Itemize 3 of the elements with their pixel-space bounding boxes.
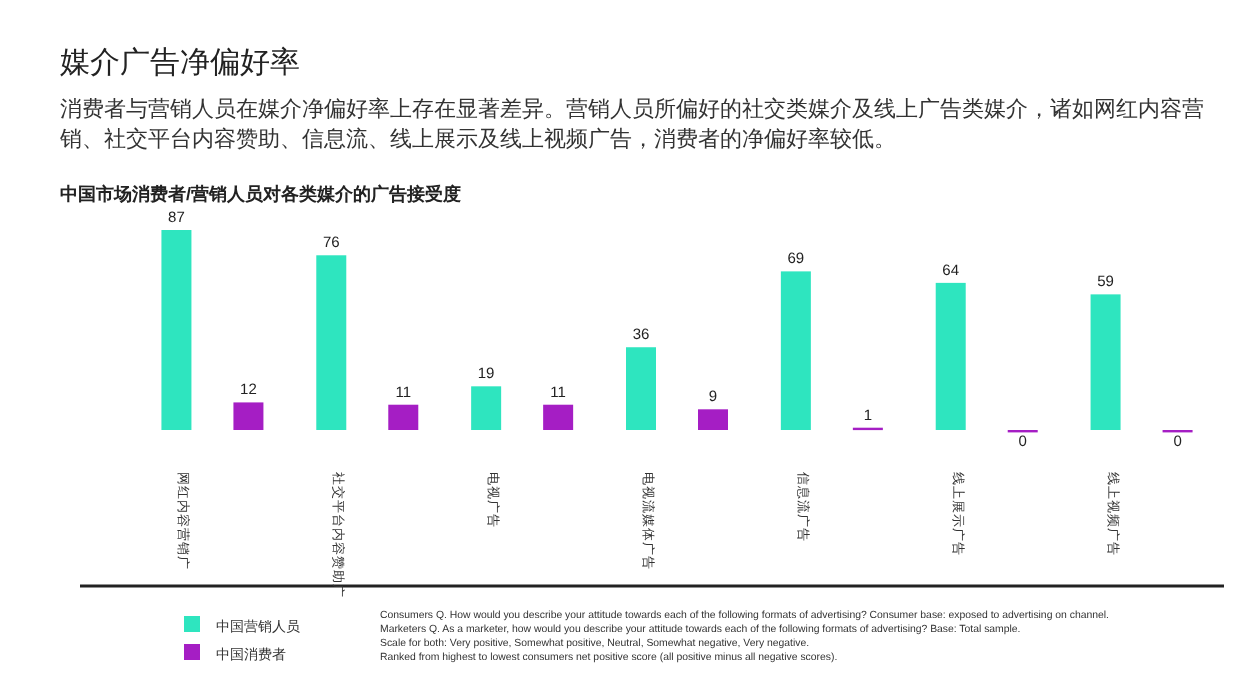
title: 媒介广告净偏好率 (60, 46, 300, 80)
chart-subtitle: 消费者与营销人员在媒介净偏好率上存在显著差异。营销人员所偏好的社交类媒介及线上广告类媒介，诸如网红内容营销、社交平台内容赞助、信息流、线上展示及线上视频广告，消费者的净偏好率较低。 (58, 96, 1204, 152)
text: 中国市场消费者/营销人员对各类媒介的广告接受度 (60, 184, 462, 204)
